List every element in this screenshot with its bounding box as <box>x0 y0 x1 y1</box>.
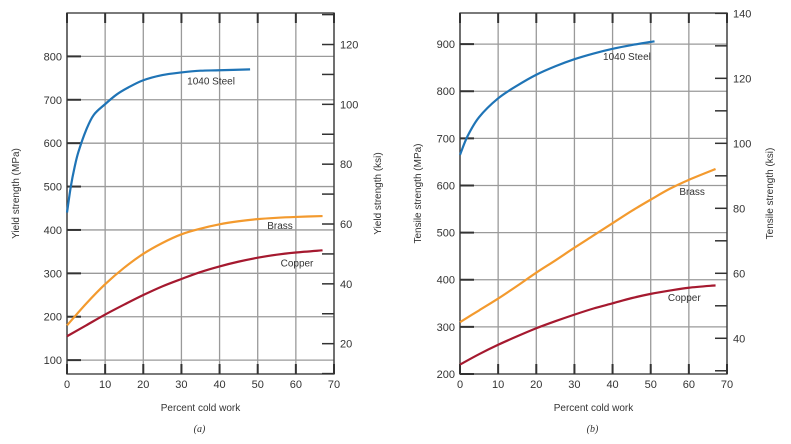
x-tick-label: 50 <box>645 379 657 391</box>
y-tick-label: 500 <box>437 228 455 240</box>
series-label: Copper <box>668 293 701 304</box>
y2-axis-title: Yield strength (ksi) <box>373 152 384 234</box>
y2-tick-label: 60 <box>733 268 745 280</box>
series-line-1040-steel <box>458 40 655 156</box>
y-tick-label: 200 <box>44 312 62 324</box>
y2-tick-label: 120 <box>733 73 751 85</box>
plot-frame <box>66 12 335 375</box>
x-tick-label: 30 <box>568 379 580 391</box>
x-tick-label: 60 <box>290 379 302 391</box>
chart-panel-b: 0 10 20 30 40 50 60 70 200 300 400 500 600 700 800 900 4… <box>413 8 776 435</box>
y2-tick-label: 100 <box>733 138 751 150</box>
y-axis-title: Tensile strength (MPa) <box>413 143 424 243</box>
series-line-copper <box>459 284 716 366</box>
x-tick-label: 50 <box>252 379 264 391</box>
x-tick-label: 60 <box>683 379 695 391</box>
y-tick-label: 300 <box>437 322 455 334</box>
y2-tick-label: 80 <box>340 159 352 171</box>
y-tick-label: 600 <box>44 138 62 150</box>
series-line-1040-steel <box>65 68 251 213</box>
y-tick-label: 700 <box>437 133 455 145</box>
y2-axis-title: Tensile strength (ksi) <box>765 148 776 240</box>
y-tick-label: 600 <box>437 180 455 192</box>
y-tick-label: 800 <box>44 51 62 63</box>
series-label: 1040 Steel <box>603 52 651 63</box>
x-axis-title: Percent cold work <box>161 403 241 414</box>
series-line-copper <box>66 249 323 338</box>
y-tick-label: 400 <box>437 275 455 287</box>
y2-tick-label: 80 <box>733 203 745 215</box>
y-axis-title: Yield strength (MPa) <box>11 148 22 239</box>
x-tick-label: 0 <box>457 379 463 391</box>
y2-tick-label: 40 <box>340 279 352 291</box>
x-tick-label: 30 <box>175 379 187 391</box>
x-tick-label: 70 <box>328 379 340 391</box>
series-label: Copper <box>281 258 314 269</box>
y2-tick-label: 120 <box>340 40 358 52</box>
y-tick-label: 800 <box>437 86 455 98</box>
x-tick-label: 20 <box>530 379 542 391</box>
series-label: 1040 Steel <box>187 77 235 88</box>
y-tick-label: 700 <box>44 95 62 107</box>
y2-tick-label: 20 <box>340 339 352 351</box>
x-tick-label: 40 <box>606 379 618 391</box>
y2-tick-label: 40 <box>733 333 745 345</box>
x-tick-label: 0 <box>64 379 70 391</box>
y2-tick-label: 140 <box>733 8 751 20</box>
x-tick-label: 10 <box>492 379 504 391</box>
y-tick-label: 500 <box>44 182 62 194</box>
x-tick-label: 40 <box>213 379 225 391</box>
series-line-brass <box>66 214 323 327</box>
panel-caption: (a) <box>194 424 206 435</box>
y-tick-label: 300 <box>44 268 62 280</box>
y2-tick-label: 100 <box>340 99 358 111</box>
y-tick-label: 400 <box>44 225 62 237</box>
plot-frame <box>459 12 728 375</box>
x-axis-title: Percent cold work <box>554 403 634 414</box>
series-label: Brass <box>267 221 293 232</box>
x-tick-label: 20 <box>137 379 149 391</box>
x-tick-label: 70 <box>721 379 733 391</box>
chart-panel-a: 0 10 20 30 40 50 60 70 100 200 300 400 500 600 700 800 2… <box>11 12 384 435</box>
panel-caption: (b) <box>587 424 599 435</box>
series-label: Brass <box>679 187 705 198</box>
series-line-brass <box>459 167 716 324</box>
x-tick-label: 10 <box>99 379 111 391</box>
y-tick-label: 900 <box>437 39 455 51</box>
y2-tick-label: 60 <box>340 219 352 231</box>
y-tick-label: 200 <box>437 369 455 381</box>
y-tick-label: 100 <box>44 355 62 367</box>
